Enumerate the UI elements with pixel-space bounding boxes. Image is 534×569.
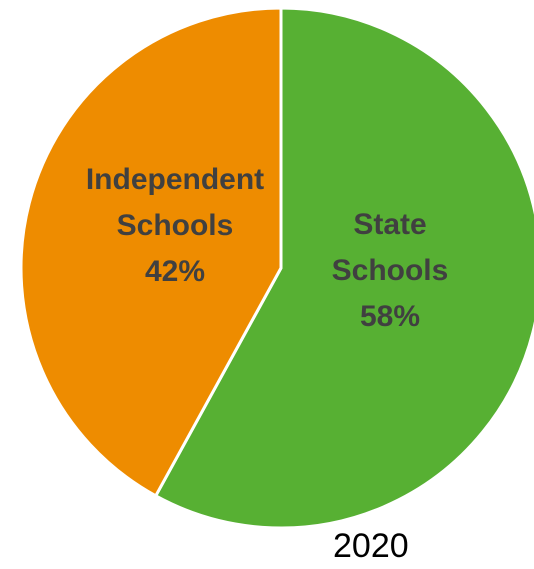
year-label: 2020	[333, 527, 409, 566]
